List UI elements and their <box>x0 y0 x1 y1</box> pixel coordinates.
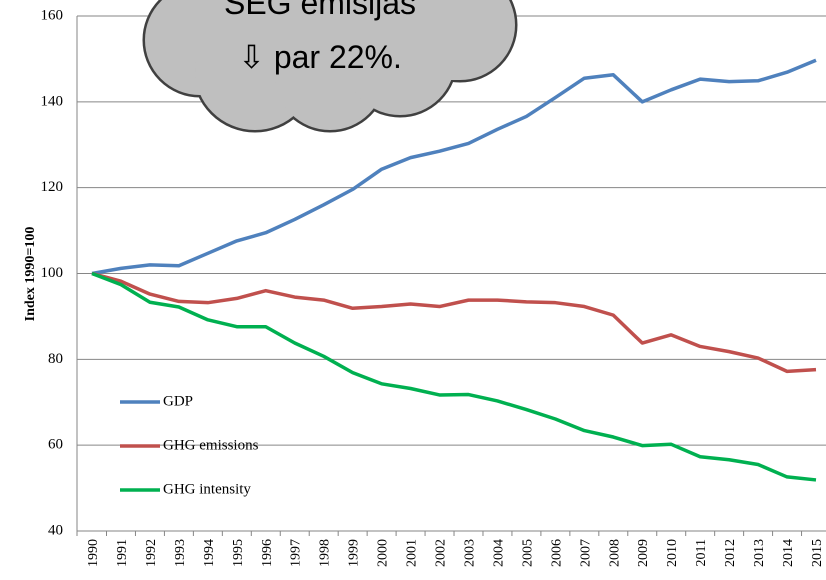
y-tick-label: 80 <box>48 351 63 367</box>
x-tick-label: 2005 <box>520 539 535 567</box>
y-axis-label: Index 1990=100 <box>23 227 38 322</box>
x-tick-label: 2006 <box>549 539 564 567</box>
x-tick-label: 2011 <box>694 539 709 566</box>
x-tick-label: 2010 <box>665 539 680 567</box>
x-tick-label: 1997 <box>289 539 304 567</box>
x-tick-label: 2000 <box>376 539 391 567</box>
line-series <box>92 274 816 372</box>
y-tick-label: 140 <box>41 93 64 109</box>
x-tick-label: 2001 <box>405 539 420 567</box>
x-tick-label: 2012 <box>723 539 738 567</box>
y-tick-label: 60 <box>48 437 63 453</box>
y-tick-label: 160 <box>41 7 64 23</box>
x-tick-label: 2015 <box>810 539 825 567</box>
legend-label: GDP <box>163 393 193 409</box>
x-tick-label: 2008 <box>607 539 622 567</box>
legend-label: GHG emissions <box>163 437 259 453</box>
x-tick-label: 2013 <box>752 539 767 567</box>
x-tick-label: 1995 <box>231 539 246 567</box>
x-tick-label: 1990 <box>86 539 101 567</box>
x-tick-label: 1992 <box>144 539 159 567</box>
x-tick-label: 2002 <box>434 539 449 567</box>
legend-label: GHG intensity <box>163 481 251 497</box>
chart: 40 60 80 100 120 140 160 1990 1991 1992 1993 1994 19… <box>0 0 826 580</box>
y-tick-label: 120 <box>41 179 64 195</box>
x-tick-label: 1993 <box>173 539 188 567</box>
x-tick-label: 1996 <box>260 539 275 567</box>
annotation: SEG emisijas <box>224 0 416 21</box>
x-tick-label: 1998 <box>318 539 333 567</box>
x-tick-label: 2009 <box>636 539 651 567</box>
x-tick-label: 2004 <box>491 539 506 567</box>
y-tick-label: 40 <box>48 522 63 538</box>
x-tick-label: 1999 <box>347 539 362 567</box>
x-tick-label: 2003 <box>462 539 477 567</box>
x-tick-label: 2014 <box>781 539 796 567</box>
annotation: ⇩ par 22%. <box>238 39 402 75</box>
y-tick-label: 100 <box>41 265 64 281</box>
x-tick-label: 2007 <box>578 539 593 567</box>
x-tick-label: 1991 <box>115 539 130 567</box>
cloud-callout: SEG emisijas ⇩ par 22%. <box>145 0 515 130</box>
x-tick-label: 1994 <box>202 539 217 567</box>
